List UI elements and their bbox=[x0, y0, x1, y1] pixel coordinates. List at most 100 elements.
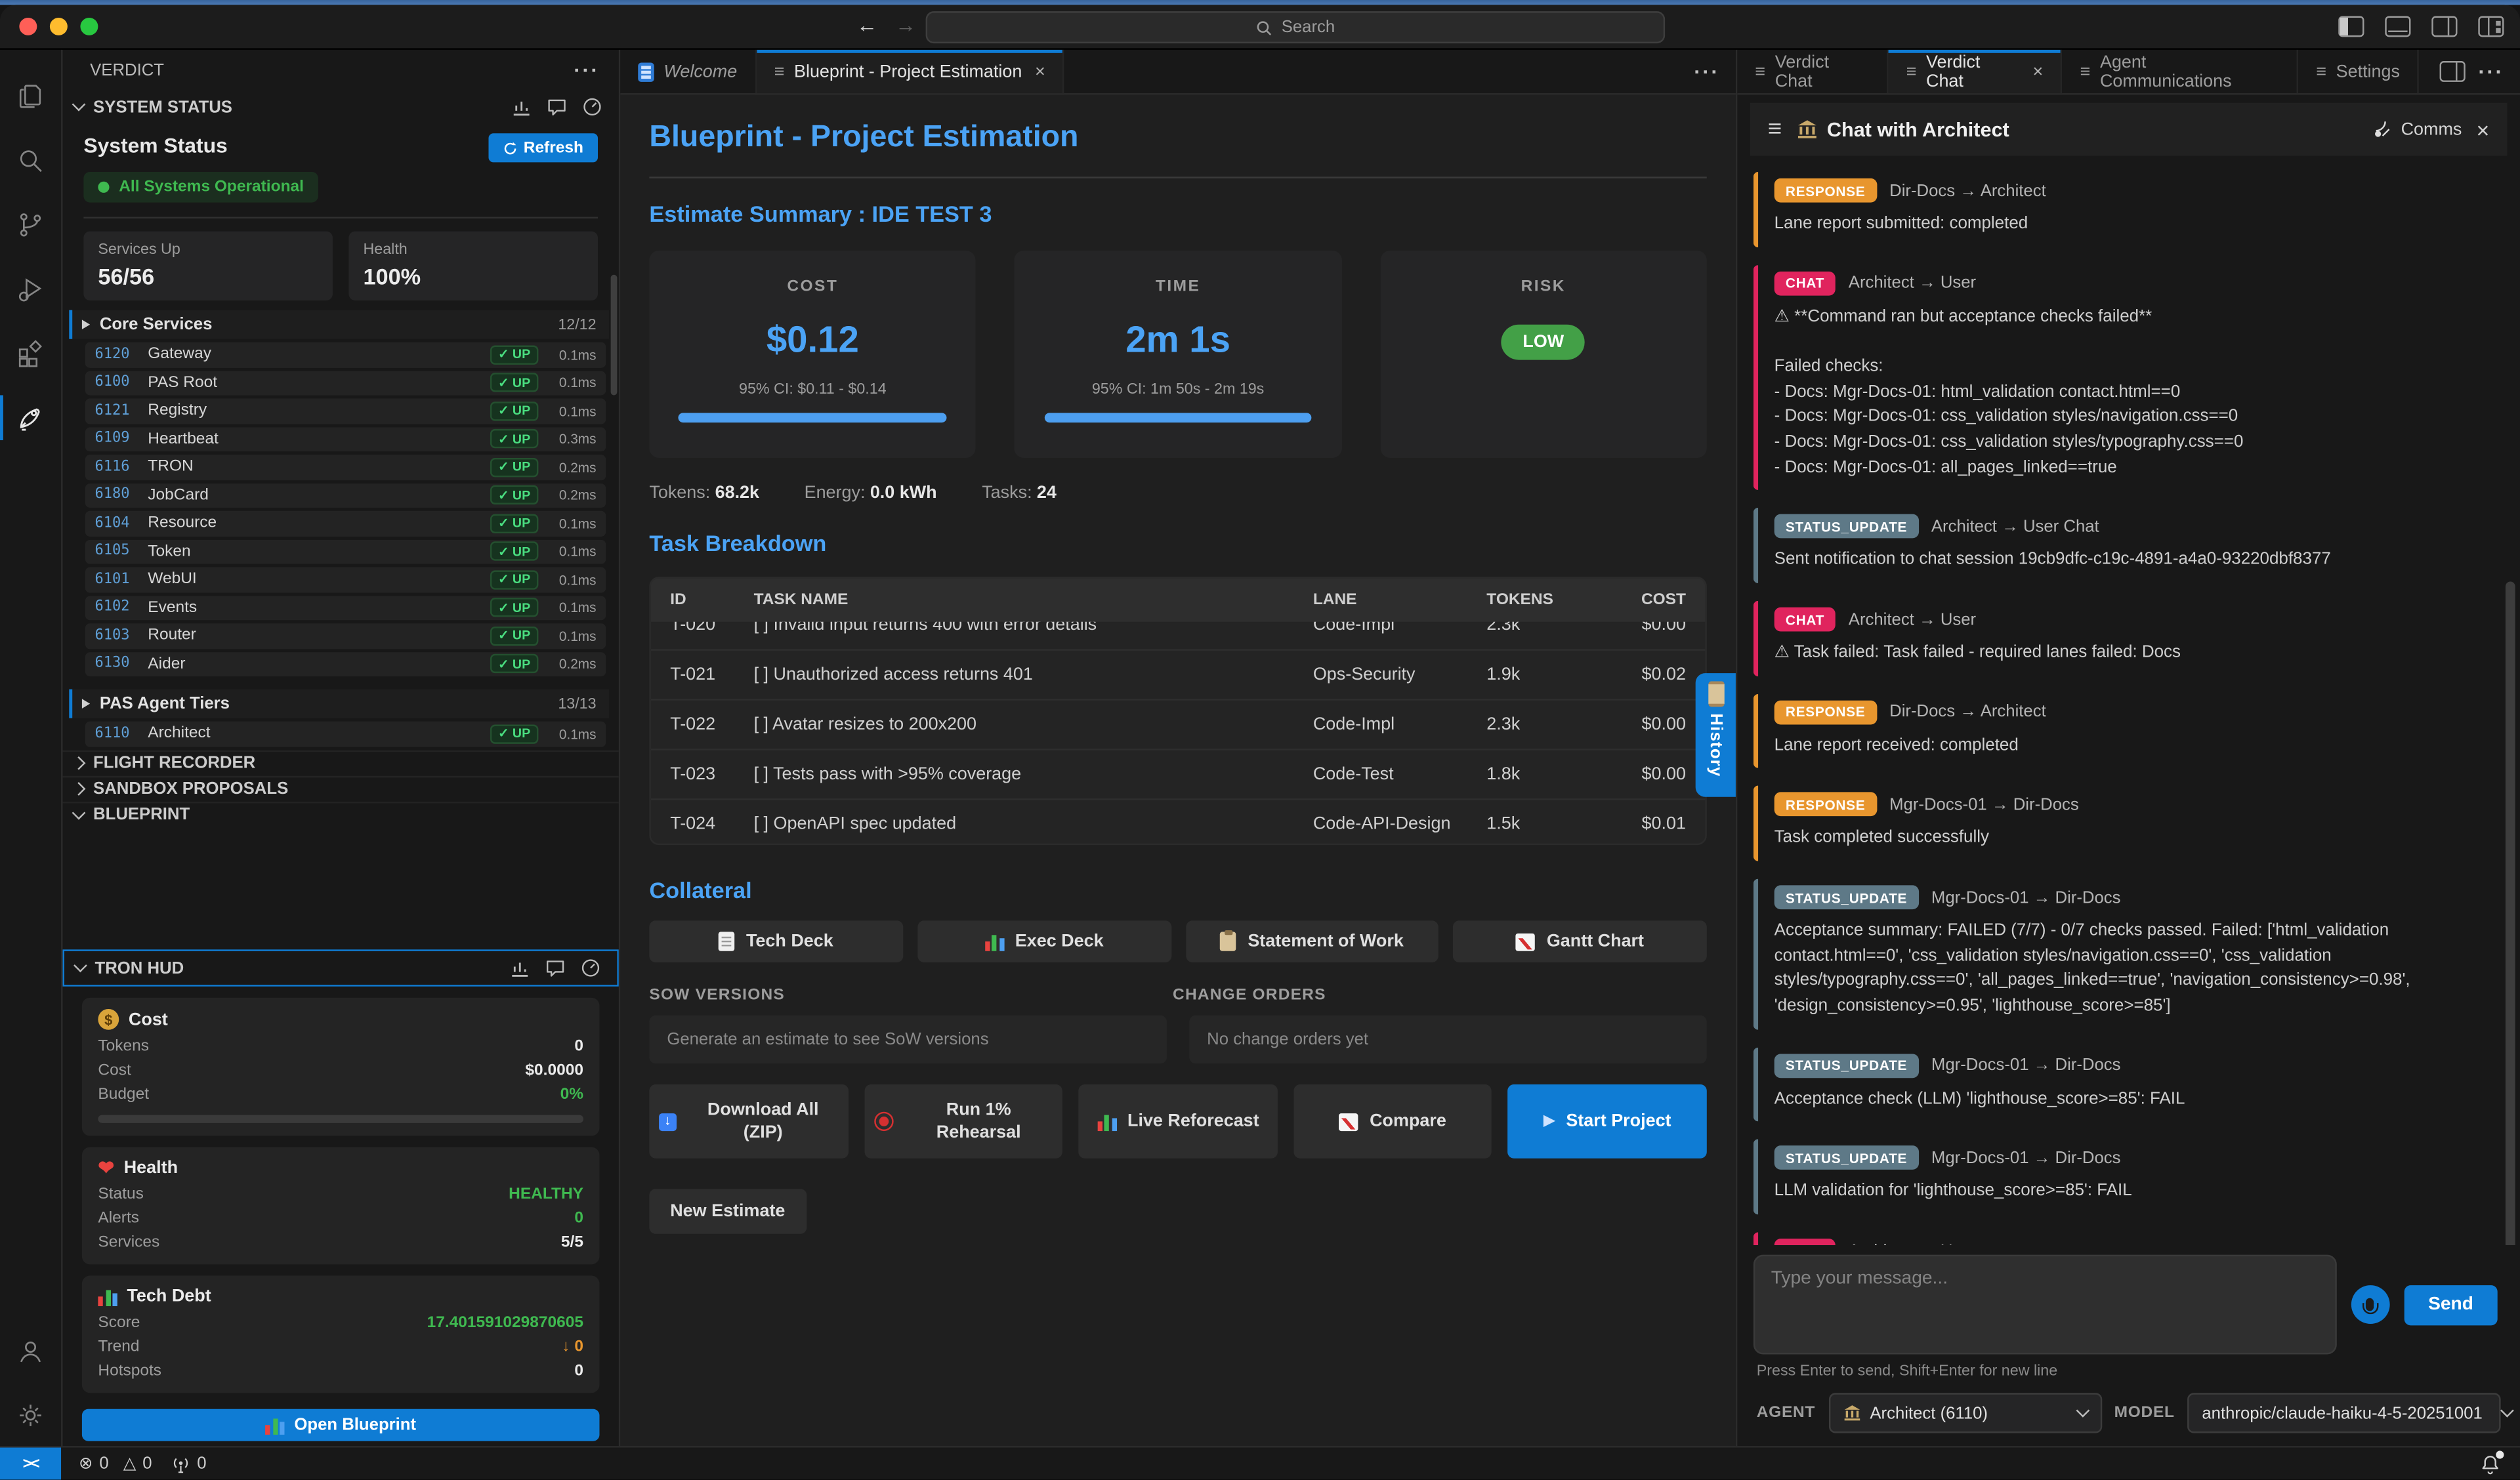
table-row[interactable]: T-021[ ] Unauthorized access returns 401… bbox=[651, 649, 1706, 699]
live-reforecast-button[interactable]: Live Reforecast bbox=[1079, 1084, 1278, 1159]
broadcast-indicator[interactable]: 0 bbox=[170, 1453, 207, 1474]
download-all-button[interactable]: Download All (ZIP) bbox=[649, 1084, 848, 1159]
tech-deck-button[interactable]: Tech Deck bbox=[649, 920, 902, 962]
message-input[interactable] bbox=[1754, 1255, 2337, 1355]
customize-layout-icon[interactable] bbox=[2478, 16, 2504, 37]
bar-chart-icon[interactable] bbox=[511, 96, 532, 117]
service-row[interactable]: 6110Architect✓ UP0.1ms bbox=[85, 722, 606, 747]
service-row[interactable]: 6103Router✓ UP0.1ms bbox=[85, 623, 606, 648]
comment-icon[interactable] bbox=[547, 96, 568, 117]
sandbox-proposals-section[interactable]: SANDBOX PROPOSALS bbox=[63, 775, 619, 801]
toggle-sidebar-icon[interactable] bbox=[2338, 16, 2364, 37]
section-label: TRON HUD bbox=[94, 958, 184, 977]
verdict-rocket-icon[interactable] bbox=[0, 386, 61, 450]
service-row[interactable]: 6102Events✓ UP0.1ms bbox=[85, 595, 606, 620]
history-drawer-tab[interactable]: History bbox=[1696, 673, 1736, 797]
editor-more-actions-icon[interactable]: ··· bbox=[1694, 60, 1719, 84]
table-row[interactable]: T-023[ ] Tests pass with >95% coverageCo… bbox=[651, 749, 1706, 798]
service-row[interactable]: 6101WebUI✓ UP0.1ms bbox=[85, 567, 606, 592]
service-row[interactable]: 6120Gateway✓ UP0.1ms bbox=[85, 342, 606, 367]
chat-message: STATUS_UPDATEMgr-Docs-01 → Dir-Docs LLM … bbox=[1754, 1140, 2494, 1214]
table-row[interactable]: T-022[ ] Avatar resizes to 200x200Code-I… bbox=[651, 699, 1706, 749]
problems-indicator[interactable]: ⊗ 0 △ 0 bbox=[79, 1454, 152, 1473]
budget-progress-bar bbox=[98, 1115, 583, 1123]
search-view-icon[interactable] bbox=[0, 129, 61, 193]
message-type-badge: STATUS_UPDATE bbox=[1774, 886, 1919, 910]
agent-select[interactable]: Architect (6110) bbox=[1828, 1393, 2101, 1433]
new-estimate-button[interactable]: New Estimate bbox=[649, 1189, 806, 1234]
flight-recorder-section[interactable]: FLIGHT RECORDER bbox=[63, 749, 619, 775]
toggle-panel-icon[interactable] bbox=[2385, 16, 2410, 37]
menu-icon[interactable]: ≡ bbox=[1768, 115, 1782, 143]
table-row[interactable]: T-024[ ] OpenAPI spec updatedCode-API-De… bbox=[651, 798, 1706, 844]
gauge-icon[interactable] bbox=[580, 958, 601, 979]
run-rehearsal-button[interactable]: Run 1% Rehearsal bbox=[864, 1084, 1063, 1159]
tab-agent-communications[interactable]: ≡ Agent Communications bbox=[2063, 50, 2299, 93]
mic-button[interactable] bbox=[2351, 1285, 2390, 1324]
gantt-chart-button[interactable]: Gantt Chart bbox=[1453, 920, 1706, 962]
page-title: Blueprint - Project Estimation bbox=[649, 121, 1706, 156]
close-window-button[interactable] bbox=[19, 18, 37, 35]
run-debug-icon[interactable] bbox=[0, 257, 61, 321]
account-icon[interactable] bbox=[0, 1319, 61, 1384]
tab-welcome[interactable]: Welcome bbox=[620, 50, 756, 93]
back-icon[interactable]: ← bbox=[856, 13, 877, 37]
table-row[interactable]: T-020[ ] Invalid input returns 400 with … bbox=[651, 622, 1706, 649]
close-tab-icon[interactable]: × bbox=[2032, 62, 2043, 81]
close-tab-icon[interactable]: × bbox=[1035, 62, 1045, 81]
service-row[interactable]: 6116TRON✓ UP0.2ms bbox=[85, 455, 606, 480]
close-chat-icon[interactable]: × bbox=[2476, 117, 2489, 142]
message-type-badge: RESPONSE bbox=[1774, 700, 1877, 724]
service-row[interactable]: 6104Resource✓ UP0.1ms bbox=[85, 511, 606, 536]
service-row[interactable]: 6105Token✓ UP0.1ms bbox=[85, 539, 606, 564]
zoom-window-button[interactable] bbox=[80, 18, 98, 35]
refresh-button[interactable]: Refresh bbox=[488, 133, 598, 162]
line-chart-icon bbox=[1516, 933, 1535, 951]
service-row[interactable]: 6121Registry✓ UP0.1ms bbox=[85, 398, 606, 423]
service-row[interactable]: 6100PAS Root✓ UP0.1ms bbox=[85, 370, 606, 395]
extensions-icon[interactable] bbox=[0, 321, 61, 386]
command-search-input[interactable]: Search bbox=[926, 11, 1666, 43]
service-row[interactable]: 6109Heartbeat✓ UP0.3ms bbox=[85, 426, 606, 451]
panel-more-actions-icon[interactable]: ··· bbox=[2478, 60, 2504, 84]
screen: ← → Search bbox=[0, 0, 2520, 1480]
toggle-secondary-sidebar-icon[interactable] bbox=[2431, 16, 2457, 37]
statement-of-work-button[interactable]: Statement of Work bbox=[1185, 920, 1438, 962]
tab-verdict-chat-2[interactable]: ≡ Verdict Chat × bbox=[1889, 50, 2063, 93]
comment-icon[interactable] bbox=[545, 958, 566, 979]
service-row[interactable]: 6180JobCard✓ UP0.2ms bbox=[85, 483, 606, 508]
compare-button[interactable]: Compare bbox=[1293, 1084, 1492, 1159]
service-row[interactable]: 6130Aider✓ UP0.2ms bbox=[85, 651, 606, 676]
tab-settings[interactable]: ≡ Settings bbox=[2298, 50, 2419, 93]
send-button[interactable]: Send bbox=[2404, 1285, 2497, 1325]
comms-button[interactable]: Comms bbox=[2372, 119, 2462, 140]
chat-message: CHATArchitect → User ⚠ **Command ran but… bbox=[1754, 264, 2494, 491]
clipboard-icon bbox=[1221, 932, 1236, 951]
source-control-icon[interactable] bbox=[0, 193, 61, 257]
sidebar-more-icon[interactable]: ··· bbox=[574, 58, 599, 82]
pas-agent-tiers-group[interactable]: PAS Agent Tiers 13/13 bbox=[69, 689, 609, 718]
bar-chart-icon[interactable] bbox=[509, 958, 530, 979]
core-services-group[interactable]: Core Services 12/12 bbox=[69, 310, 609, 339]
tab-blueprint-project-estimation[interactable]: ≡ Blueprint - Project Estimation × bbox=[757, 50, 1064, 93]
heart-icon bbox=[98, 1159, 114, 1178]
exec-deck-button[interactable]: Exec Deck bbox=[917, 920, 1171, 962]
explorer-icon[interactable] bbox=[0, 64, 61, 129]
model-select[interactable]: anthropic/claude-haiku-4-5-20251001 bbox=[2187, 1393, 2500, 1433]
gauge-icon[interactable] bbox=[582, 96, 603, 117]
split-editor-icon[interactable] bbox=[2440, 61, 2466, 82]
forward-icon[interactable]: → bbox=[895, 13, 916, 37]
remote-indicator[interactable]: >< bbox=[0, 1448, 61, 1480]
notifications-bell[interactable] bbox=[2480, 1453, 2501, 1474]
open-blueprint-button[interactable]: Open Blueprint bbox=[82, 1409, 600, 1441]
blueprint-section[interactable]: BLUEPRINT bbox=[63, 801, 619, 827]
tab-verdict-chat-1[interactable]: ≡ Verdict Chat bbox=[1737, 50, 1888, 93]
sidebar-scrollbar[interactable] bbox=[611, 275, 618, 396]
settings-gear-icon[interactable] bbox=[0, 1384, 61, 1448]
chat-scrollbar[interactable] bbox=[2506, 582, 2515, 1245]
tech-debt-hud-card: Tech Debt Score17.401591029870605 Trend↓… bbox=[82, 1275, 600, 1393]
system-status-section-header[interactable]: SYSTEM STATUS bbox=[63, 90, 619, 123]
tron-hud-section-header[interactable]: TRON HUD bbox=[63, 949, 619, 986]
minimize-window-button[interactable] bbox=[50, 18, 68, 35]
start-project-button[interactable]: Start Project bbox=[1508, 1084, 1707, 1159]
